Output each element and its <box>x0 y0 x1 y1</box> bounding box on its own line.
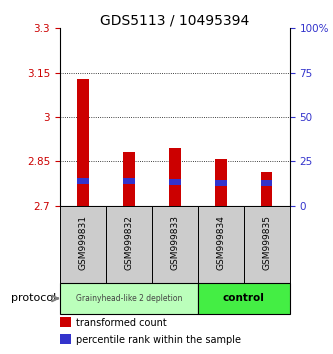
Bar <box>77 79 89 206</box>
Bar <box>261 179 272 185</box>
Bar <box>123 178 135 184</box>
Bar <box>215 159 226 206</box>
Title: GDS5113 / 10495394: GDS5113 / 10495394 <box>100 13 249 27</box>
Bar <box>60 333 71 344</box>
Text: GSM999832: GSM999832 <box>124 216 134 270</box>
Bar <box>215 179 226 185</box>
Bar <box>169 148 180 206</box>
Bar <box>106 206 152 283</box>
Text: GSM999834: GSM999834 <box>216 216 225 270</box>
Text: control: control <box>223 293 265 303</box>
Bar <box>77 178 89 184</box>
Bar <box>169 179 180 185</box>
Bar <box>123 153 135 206</box>
Bar <box>60 206 106 283</box>
Bar <box>261 172 272 206</box>
Text: GSM999831: GSM999831 <box>78 215 88 270</box>
Text: Grainyhead-like 2 depletion: Grainyhead-like 2 depletion <box>76 294 182 303</box>
Bar <box>60 317 71 327</box>
Bar <box>244 206 290 283</box>
Text: transformed count: transformed count <box>76 318 167 328</box>
Bar <box>60 283 198 314</box>
Text: percentile rank within the sample: percentile rank within the sample <box>76 335 241 344</box>
Bar <box>198 283 290 314</box>
Text: GSM999835: GSM999835 <box>262 215 271 270</box>
Text: protocol: protocol <box>11 293 56 303</box>
Text: GSM999833: GSM999833 <box>170 215 179 270</box>
Bar <box>198 206 244 283</box>
Bar <box>152 206 198 283</box>
